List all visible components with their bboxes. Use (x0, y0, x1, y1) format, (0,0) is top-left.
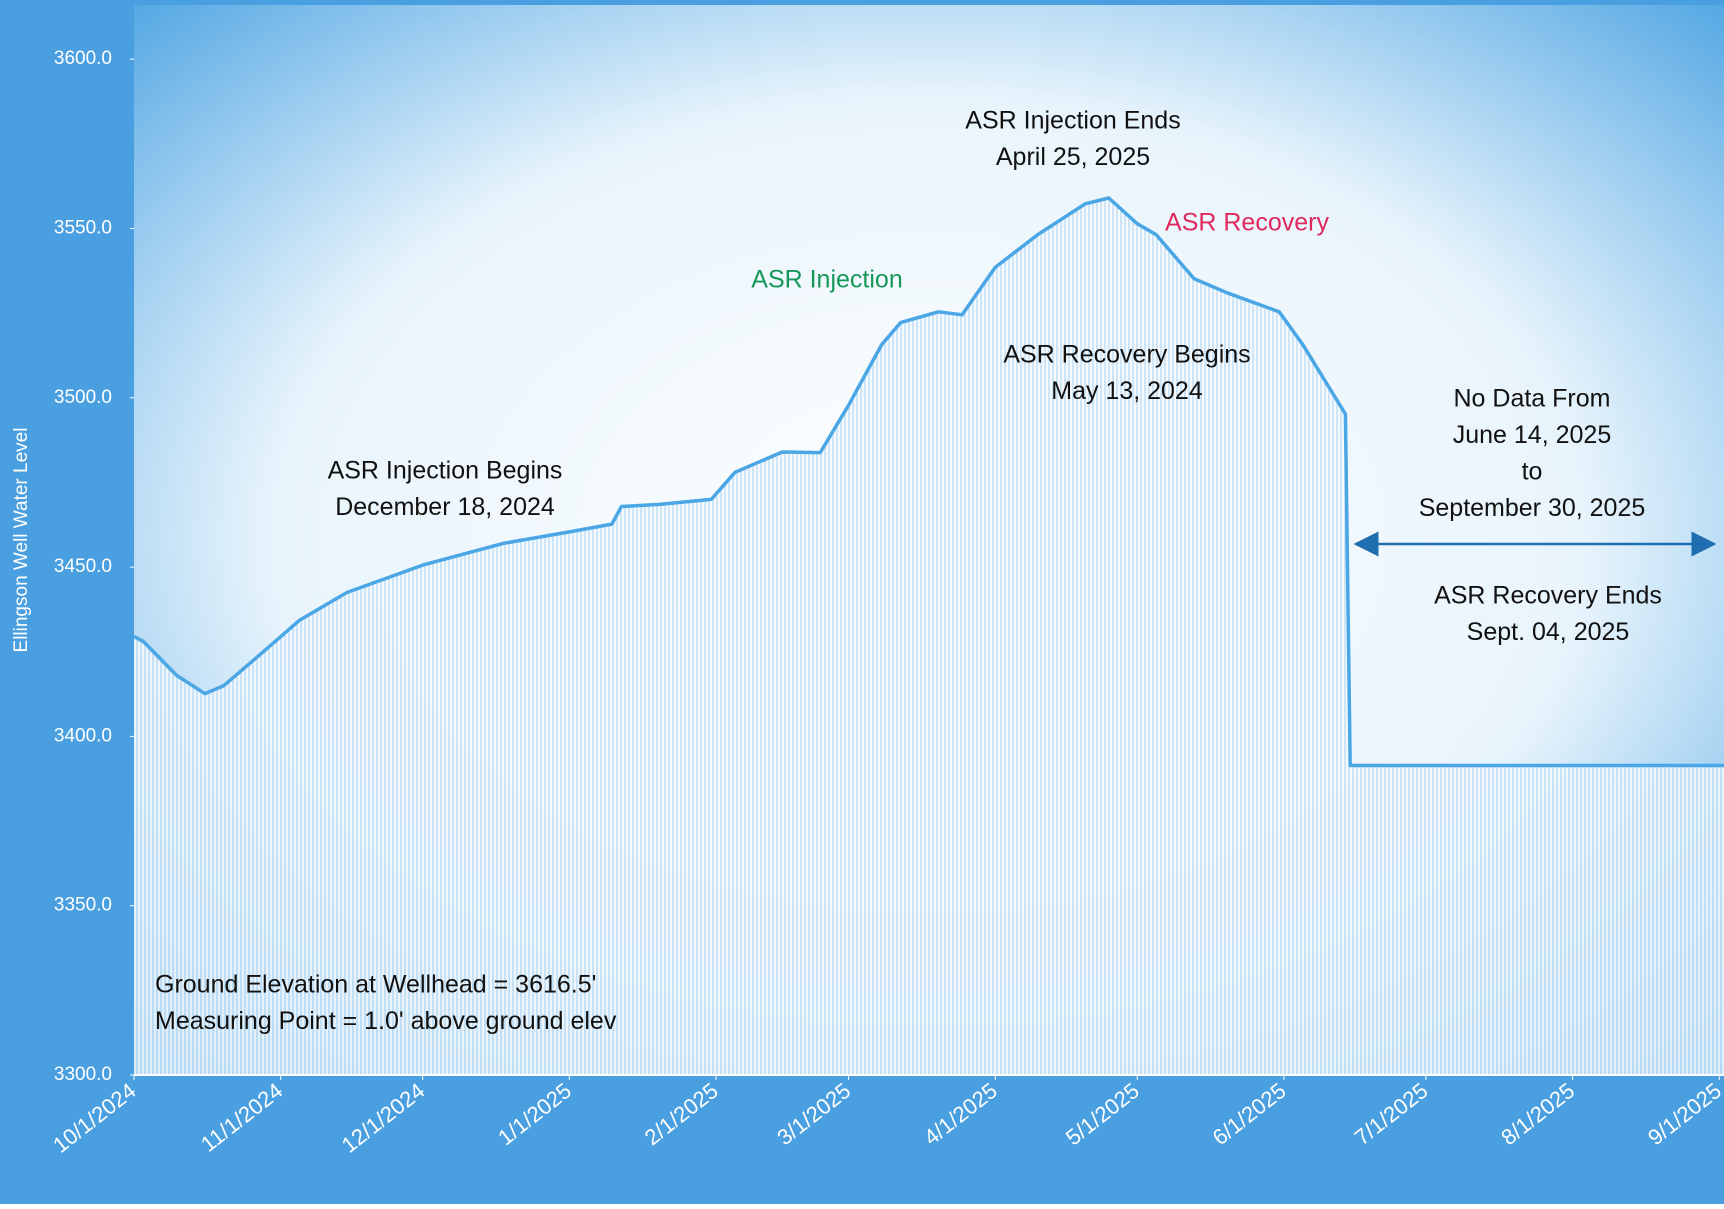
y-axis-title: Ellingson Well Water Level (11, 428, 32, 653)
line (133, 196, 1724, 768)
y-tick-label: 3600.0 (54, 48, 112, 69)
y-tick-label: 3450.0 (54, 556, 112, 577)
y-tick-label: 3500.0 (54, 387, 112, 408)
annotation: to (1522, 458, 1543, 486)
annotation: Measuring Point = 1.0' above ground elev (155, 1007, 617, 1035)
annotation: December 18, 2024 (335, 493, 555, 521)
y-tick-label: 3350.0 (54, 895, 112, 916)
annotation: September 30, 2025 (1419, 494, 1646, 522)
annotation: June 14, 2025 (1453, 421, 1611, 449)
annotation: ASR Recovery Ends (1434, 582, 1662, 610)
annotation: ASR Recovery Begins (1003, 341, 1250, 369)
y-tick-label: 3550.0 (54, 217, 112, 238)
annotation: ASR Injection Ends (965, 107, 1180, 135)
annotation: No Data From (1454, 385, 1611, 413)
annotation: ASR Injection Begins (328, 457, 563, 485)
y-tick-label: 3300.0 (54, 1064, 112, 1085)
area (134, 198, 1724, 1075)
annotation: April 25, 2025 (996, 143, 1150, 171)
annotation: May 13, 2024 (1051, 377, 1203, 405)
y-tick-label: 3400.0 (54, 725, 112, 746)
annotation: Ground Elevation at Wellhead = 3616.5' (155, 971, 596, 999)
annotation: Sept. 04, 2025 (1467, 618, 1630, 646)
annotation: ASR Recovery (1165, 209, 1329, 237)
annotation: ASR Injection (751, 266, 902, 294)
